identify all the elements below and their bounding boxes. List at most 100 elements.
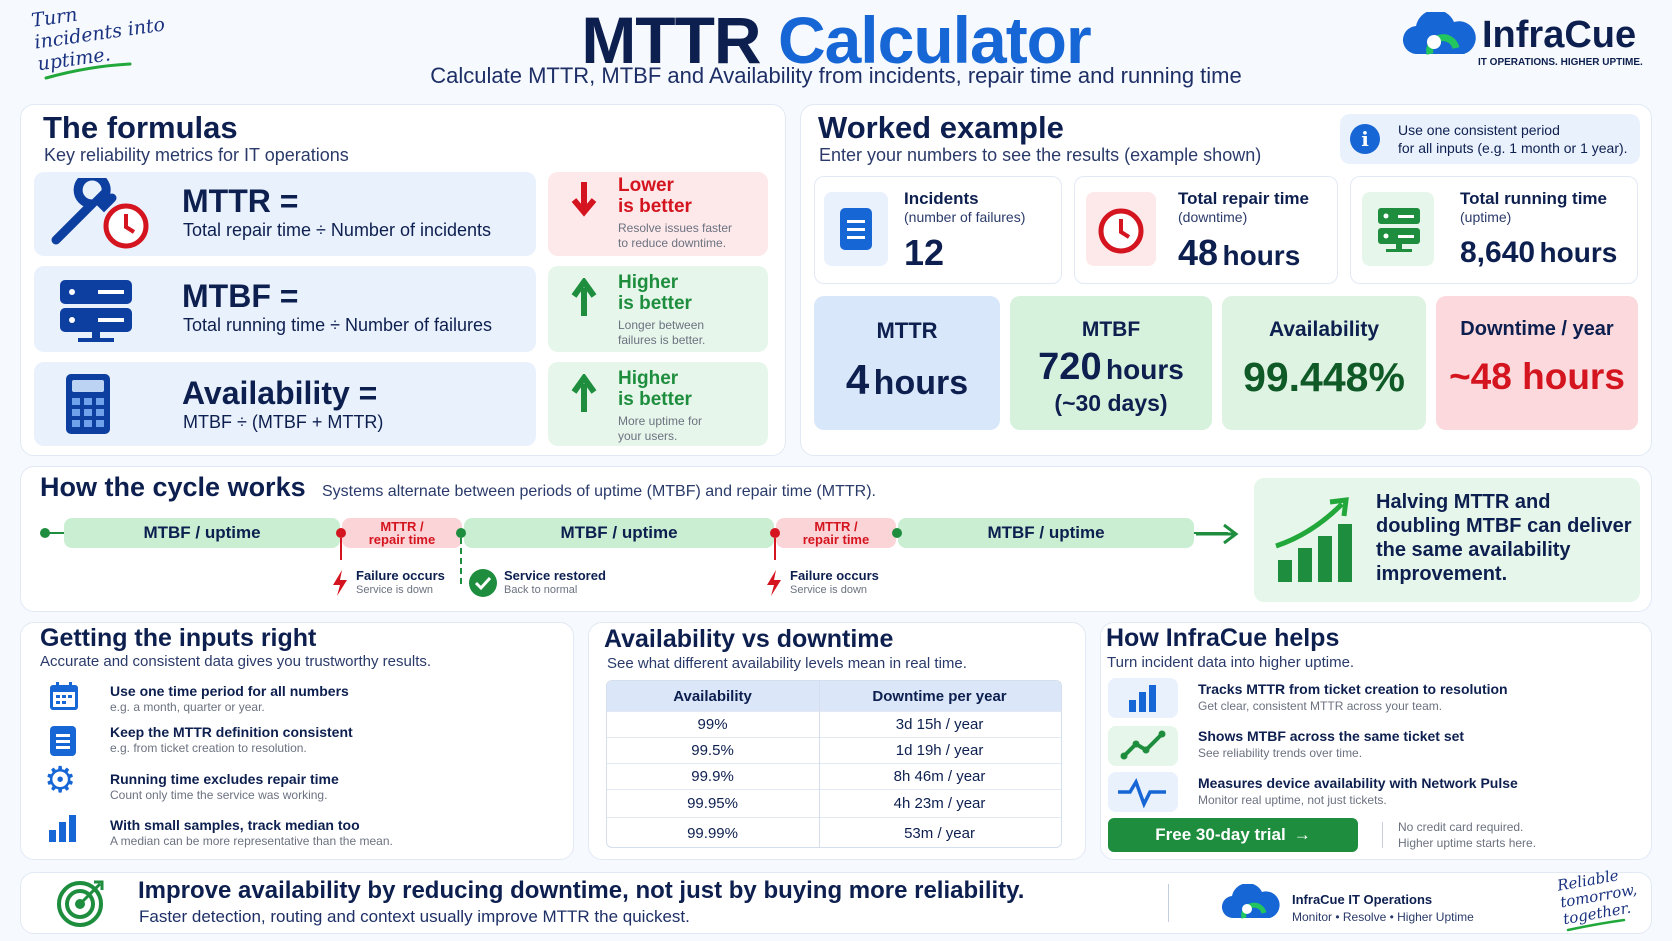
failure-marker-line [774, 538, 776, 560]
mtbf-formula-text: Total running time ÷ Number of failures [183, 315, 493, 335]
cycle-title: How the cycle works [40, 472, 306, 502]
mttr-result-card [814, 296, 1000, 430]
bar-chart-icon [49, 815, 76, 842]
table-row: 99.9% 8h 46m / year [607, 763, 1061, 789]
helps-item-sub: Monitor real uptime, not just tickets. [1198, 793, 1387, 807]
incidents-label: Incidents [904, 189, 979, 208]
running-time-value[interactable]: 8,640 hours [1460, 236, 1618, 269]
running-time-sublabel: (uptime) [1460, 209, 1512, 225]
mttr-result-label: MTTR [876, 318, 938, 343]
failure-sublabel: Service is down [356, 584, 434, 596]
trend-line-icon [1120, 730, 1166, 760]
restored-dot [456, 528, 466, 538]
mtbf-result-card [1010, 296, 1212, 430]
calculator-icon [66, 374, 110, 434]
cycle-subtitle: Systems alternate between periods of upt… [322, 483, 876, 500]
helps-item-title: Tracks MTTR from ticket creation to reso… [1198, 681, 1508, 697]
repair-time-value[interactable]: 48 hours [1178, 232, 1301, 273]
arrow-down-icon [571, 182, 597, 217]
helps-title: How InfraCue helps [1106, 624, 1340, 652]
cloud-logo-icon [1222, 884, 1280, 919]
tip-title: With small samples, track median too [110, 817, 360, 833]
table-row: 99.95% 4h 23m / year [607, 789, 1061, 817]
uptime-segment: MTBF / uptime [898, 518, 1194, 548]
lightning-icon [767, 570, 781, 596]
info-box [1340, 114, 1640, 164]
tip-sub: A median can be more representative than… [110, 834, 393, 848]
mttr-direction-note: Resolve issues faster to reduce downtime… [618, 221, 733, 250]
availability-formula-name: Availability = [182, 375, 378, 411]
footer-headline: Improve availability by reducing downtim… [138, 877, 1025, 904]
growth-chart-icon [1275, 497, 1352, 582]
mtbf-formula-name: MTBF = [182, 278, 299, 314]
footer-divider [1168, 884, 1169, 922]
trial-divider [1382, 822, 1383, 848]
tip-title: Running time excludes repair time [110, 771, 339, 787]
tip-title: Keep the MTTR definition consistent [110, 724, 353, 740]
arrow-up-icon [571, 278, 597, 316]
target-icon [57, 880, 104, 927]
tip-sub: e.g. a month, quarter or year. [110, 700, 265, 714]
tagline-underline [44, 62, 132, 80]
mttr-result-value: 4 hours [845, 356, 969, 403]
server-icon [1378, 208, 1420, 252]
availability-subtitle: See what different availability levels m… [607, 655, 967, 672]
availability-direction-note: More uptime for your users. [618, 414, 703, 443]
timeline-start-dot [40, 528, 50, 538]
formulas-title: The formulas [43, 110, 238, 145]
running-time-label: Total running time [1460, 189, 1608, 208]
inputs-subtitle: Accurate and consistent data gives you t… [40, 653, 432, 670]
document-icon [840, 208, 872, 250]
availability-formula-card [34, 362, 536, 446]
table-row: 99% 3d 15h / year [607, 711, 1061, 737]
signoff-underline [1566, 918, 1626, 932]
calendar-icon [50, 682, 78, 710]
tip-title: Use one time period for all numbers [110, 683, 349, 699]
trial-note: No credit card required. Higher uptime s… [1398, 820, 1537, 850]
mttr-direction: Lower is better [618, 175, 692, 217]
table-row: 99.99% 53m / year [607, 817, 1061, 847]
restored-sublabel: Back to normal [504, 584, 578, 596]
page-title: MTTR Calculator [581, 3, 1091, 77]
free-trial-button[interactable]: Free 30-day trial → [1108, 818, 1358, 852]
lightning-icon [333, 570, 347, 596]
example-title: Worked example [818, 110, 1064, 145]
mtbf-direction: Higher is better [618, 272, 692, 314]
bar-chart-icon [1129, 685, 1156, 712]
example-subtitle: Enter your numbers to see the results (e… [819, 145, 1262, 165]
mttr-formula-text: Total repair time ÷ Number of incidents [183, 220, 492, 240]
incidents-value[interactable]: 12 [904, 232, 945, 273]
table-header: Availability Downtime per year [607, 681, 1061, 711]
clock-icon [1098, 208, 1144, 254]
failure-sublabel: Service is down [790, 584, 868, 596]
page-subtitle: Calculate MTTR, MTBF and Availability fr… [430, 63, 1242, 88]
failure-label: Failure occurs [356, 568, 445, 583]
inputs-title: Getting the inputs right [40, 624, 317, 652]
tip-sub: e.g. from ticket creation to resolution. [110, 741, 307, 755]
availability-result-card [1222, 296, 1426, 430]
availability-direction: Higher is better [618, 368, 692, 410]
availability-formula-text: MTBF ÷ (MTBF + MTTR) [183, 412, 384, 432]
availability-result-label: Availability [1268, 318, 1380, 341]
failure-dot [770, 528, 780, 538]
helps-subtitle: Turn incident data into higher uptime. [1107, 654, 1355, 671]
server-icon [60, 280, 132, 342]
arrow-right-icon: → [1293, 825, 1311, 844]
check-circle-icon [469, 569, 497, 597]
arrow-right-icon [1196, 523, 1239, 545]
restored-marker-line [460, 538, 462, 584]
formulas-subtitle: Key reliability metrics for IT operation… [44, 145, 349, 165]
info-text: Use one consistent period for all inputs… [1398, 122, 1628, 156]
footer-brand-sub: Monitor • Resolve • Higher Uptime [1292, 910, 1474, 924]
downtime-result-label: Downtime / year [1460, 318, 1614, 340]
gear-icon: ⚙ [44, 759, 77, 800]
restored-dot [892, 528, 902, 538]
helps-item-title: Measures device availability with Networ… [1198, 775, 1518, 791]
pulse-icon [1118, 777, 1166, 808]
availability-table: Availability Downtime per year 99% 3d 15… [606, 680, 1062, 848]
inputs-panel [20, 622, 574, 860]
brand-tagline: IT OPERATIONS. HIGHER UPTIME. [1478, 57, 1643, 68]
failure-marker-line [340, 538, 342, 560]
availability-result-value: 99.448% [1243, 354, 1405, 400]
failure-dot [336, 528, 346, 538]
